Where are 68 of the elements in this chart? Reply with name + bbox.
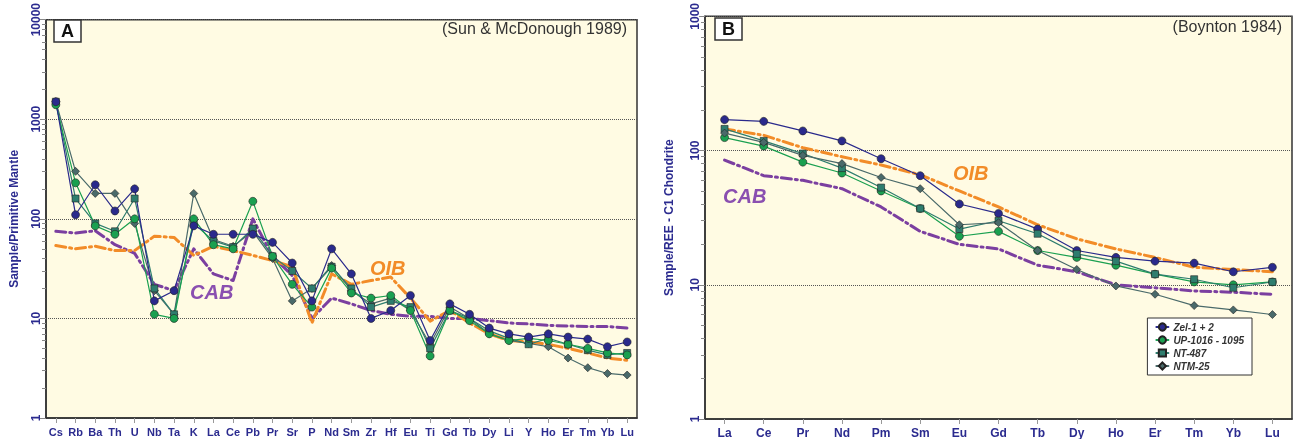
x-tick-label: Ce <box>756 426 772 439</box>
x-tick-label: Y <box>524 425 533 438</box>
x-tick-label: Nd <box>324 425 339 438</box>
x-tick-label: Pr <box>266 425 280 438</box>
x-tick-label: Pr <box>796 426 810 439</box>
legend-label: UP-1016 - 1095 <box>1173 334 1245 346</box>
chart-title: B <box>722 19 735 39</box>
legend-label: Zel-1 + 2 <box>1172 321 1215 333</box>
x-tick-label: Lu <box>620 425 634 438</box>
x-tick-label: Dy <box>482 425 498 438</box>
x-tick-label: Pb <box>245 425 261 438</box>
x-tick-label: Zr <box>365 425 378 438</box>
x-tick-label: Rb <box>68 425 84 438</box>
annotation: (Boynton 1984) <box>1172 17 1282 35</box>
x-tick-label: Ce <box>226 425 241 438</box>
y-tick-label: 10000 <box>29 2 43 37</box>
x-tick-label: Tb <box>1030 426 1045 439</box>
x-tick-label: Nd <box>833 426 850 439</box>
annotation: OIB <box>370 257 406 279</box>
x-tick-label: Er <box>1148 426 1162 439</box>
annotation: OIB <box>953 162 989 184</box>
y-tick-label: 10 <box>688 277 702 292</box>
x-tick-label: Ti <box>425 425 435 438</box>
x-tick-label: Ho <box>1107 426 1124 439</box>
x-tick-label: Dy <box>1069 426 1085 439</box>
annotation: CAB <box>723 185 767 207</box>
x-tick-label: Tm <box>579 425 597 438</box>
y-tick-label: 100 <box>29 208 43 229</box>
x-tick-label: Eu <box>951 426 968 439</box>
chart-title: A <box>61 21 74 41</box>
x-tick-label: Er <box>562 425 575 438</box>
x-tick-label: P <box>308 425 316 438</box>
x-tick-label: Eu <box>403 425 418 438</box>
y-tick-label: 1 <box>688 415 702 423</box>
x-tick-label: La <box>207 425 221 438</box>
x-tick-label: Cs <box>48 425 63 438</box>
x-tick-label: Sm <box>342 425 361 438</box>
y-tick-label: 1 <box>29 414 43 422</box>
x-tick-label: Ta <box>168 425 181 438</box>
y-tick-label: 100 <box>688 140 702 161</box>
x-tick-label: U <box>130 425 139 438</box>
x-tick-label: Th <box>108 425 122 438</box>
annotation: CAB <box>190 281 234 303</box>
x-tick-label: Li <box>504 425 514 438</box>
x-tick-label: Sm <box>910 426 930 439</box>
x-tick-label: Nb <box>147 425 162 438</box>
x-tick-label: Ba <box>88 425 104 438</box>
x-tick-label: Hf <box>384 425 397 438</box>
x-tick-label: Gd <box>442 425 458 438</box>
y-tick-label: 1000 <box>29 105 43 133</box>
x-tick-label: Gd <box>990 426 1007 439</box>
x-tick-label: K <box>189 425 198 438</box>
legend-label: NT-487 <box>1173 347 1207 359</box>
y-axis-title: Sample/Primitive Mantle <box>7 149 21 288</box>
x-tick-label: La <box>717 426 732 439</box>
annotation: (Sun & McDonough 1989) <box>442 19 627 37</box>
y-tick-label: 10 <box>29 311 43 326</box>
x-tick-label: Ho <box>541 425 556 438</box>
y-tick-label: 1000 <box>688 2 702 30</box>
x-tick-label: Tm <box>1185 426 1204 439</box>
x-tick-label: Pm <box>871 426 891 439</box>
x-tick-label: Sr <box>286 425 299 438</box>
y-axis-title: Sample/REE - C1 Chondrite <box>662 139 676 297</box>
x-tick-label: Tb <box>462 425 477 438</box>
x-tick-label: Yb <box>1225 426 1241 439</box>
legend-label: NTM-25 <box>1173 360 1210 372</box>
x-tick-label: Yb <box>600 425 615 438</box>
x-tick-label: Lu <box>1265 426 1280 439</box>
